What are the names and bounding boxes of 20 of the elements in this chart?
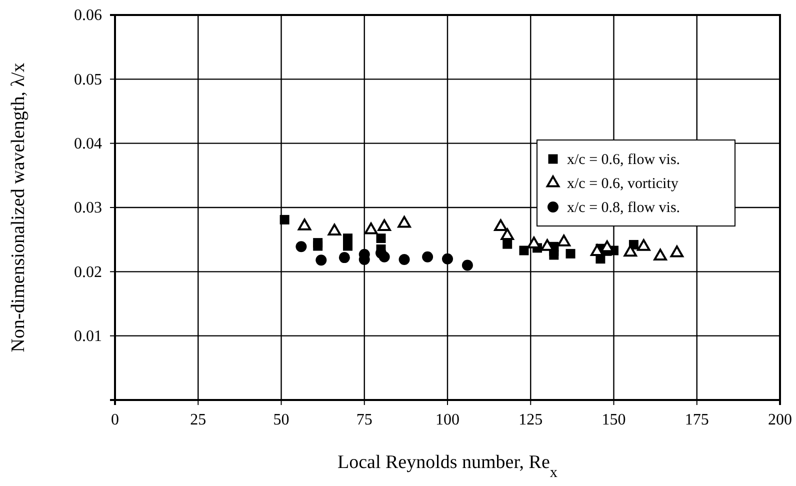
legend-label: x/c = 0.6, vorticity: [567, 176, 679, 192]
legend-label: x/c = 0.8, flow vis.: [567, 200, 680, 216]
x-tick-label: 200: [768, 411, 792, 428]
y-tick-label: 0.06: [74, 7, 102, 24]
x-tick-label: 50: [273, 411, 290, 428]
x-tick-label: 175: [684, 411, 709, 428]
y-tick-label: 0.01: [74, 328, 102, 345]
x-tick-label: 75: [356, 411, 372, 428]
x-tick-label: 0: [111, 411, 119, 428]
x-tick-label: 150: [602, 411, 626, 428]
x-tick-label: 125: [518, 411, 543, 428]
y-tick-label: 0.04: [74, 135, 102, 152]
y-tick-label: 0.05: [74, 71, 102, 88]
x-tick-label: 25: [190, 411, 206, 428]
x-tick-label: 100: [436, 411, 460, 428]
y-tick-label: 0.03: [74, 200, 102, 217]
legend-label: x/c = 0.6, flow vis.: [567, 152, 680, 168]
y-axis-title: Non-dimensionalized wavelength, λ/x: [8, 62, 29, 352]
y-tick-label: 0.02: [74, 264, 102, 281]
x-axis-title: Local Reynolds number, Re$_{x}$: [337, 452, 558, 480]
